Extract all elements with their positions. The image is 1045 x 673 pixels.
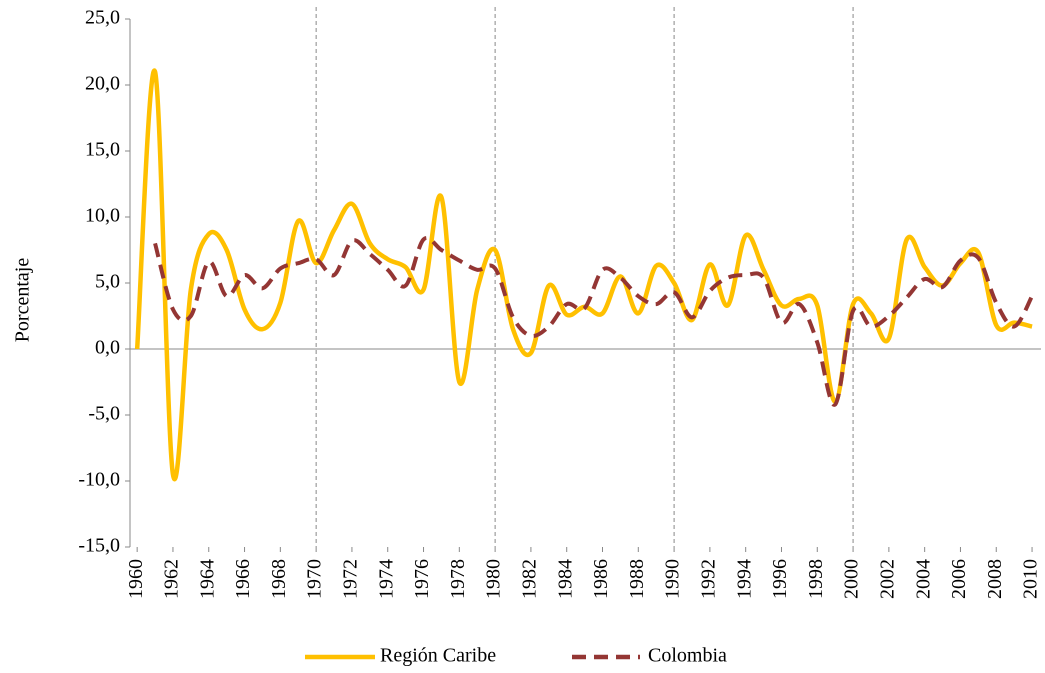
y-tick-label: 15,0: [85, 139, 120, 161]
x-tick-label: 1992: [697, 559, 719, 599]
y-axis-label: Porcentaje: [12, 258, 34, 343]
x-tick-label: 1980: [483, 559, 505, 599]
y-tick-label: 5,0: [95, 271, 120, 293]
x-tick-label: 1974: [375, 559, 397, 599]
series-line: [134, 68, 1033, 482]
x-tick-label: 1962: [161, 559, 183, 599]
x-tick-label: 1976: [411, 559, 433, 599]
legend-label: Colombia: [648, 645, 727, 667]
x-tick-label: 1978: [447, 559, 469, 599]
y-tick-label: 10,0: [85, 205, 120, 227]
x-tick-label: 1996: [769, 559, 791, 599]
x-tick-label: 1988: [626, 559, 648, 599]
x-tick-label: 2008: [984, 559, 1006, 599]
x-tick-label: 1990: [662, 559, 684, 599]
x-tick-label: 1972: [340, 559, 362, 599]
x-tick-label: 2004: [912, 559, 934, 599]
x-tick-label: 1970: [304, 559, 326, 599]
legend-label: Región Caribe: [380, 645, 496, 667]
series-line: [153, 236, 1034, 407]
y-tick-label: 25,0: [85, 7, 120, 29]
y-tick-label: -15,0: [78, 535, 120, 557]
x-tick-label: 2002: [876, 559, 898, 599]
x-tick-label: 1994: [733, 559, 755, 599]
x-tick-label: 1966: [232, 559, 254, 599]
x-tick-label: 1998: [805, 559, 827, 599]
x-tick-label: 1986: [590, 559, 612, 599]
x-tick-label: 2010: [1020, 559, 1042, 599]
x-tick-label: 2000: [841, 559, 863, 599]
x-tick-label: 1982: [519, 559, 541, 599]
x-tick-label: 1964: [196, 559, 218, 599]
x-tick-label: 2006: [948, 559, 970, 599]
x-tick-label: 1960: [125, 559, 147, 599]
x-tick-label: 1968: [268, 559, 290, 599]
y-tick-label: -10,0: [78, 469, 120, 491]
y-tick-label: -5,0: [88, 403, 120, 425]
y-tick-label: 20,0: [85, 73, 120, 95]
x-tick-label: 1984: [554, 559, 576, 599]
y-tick-label: 0,0: [95, 337, 120, 359]
